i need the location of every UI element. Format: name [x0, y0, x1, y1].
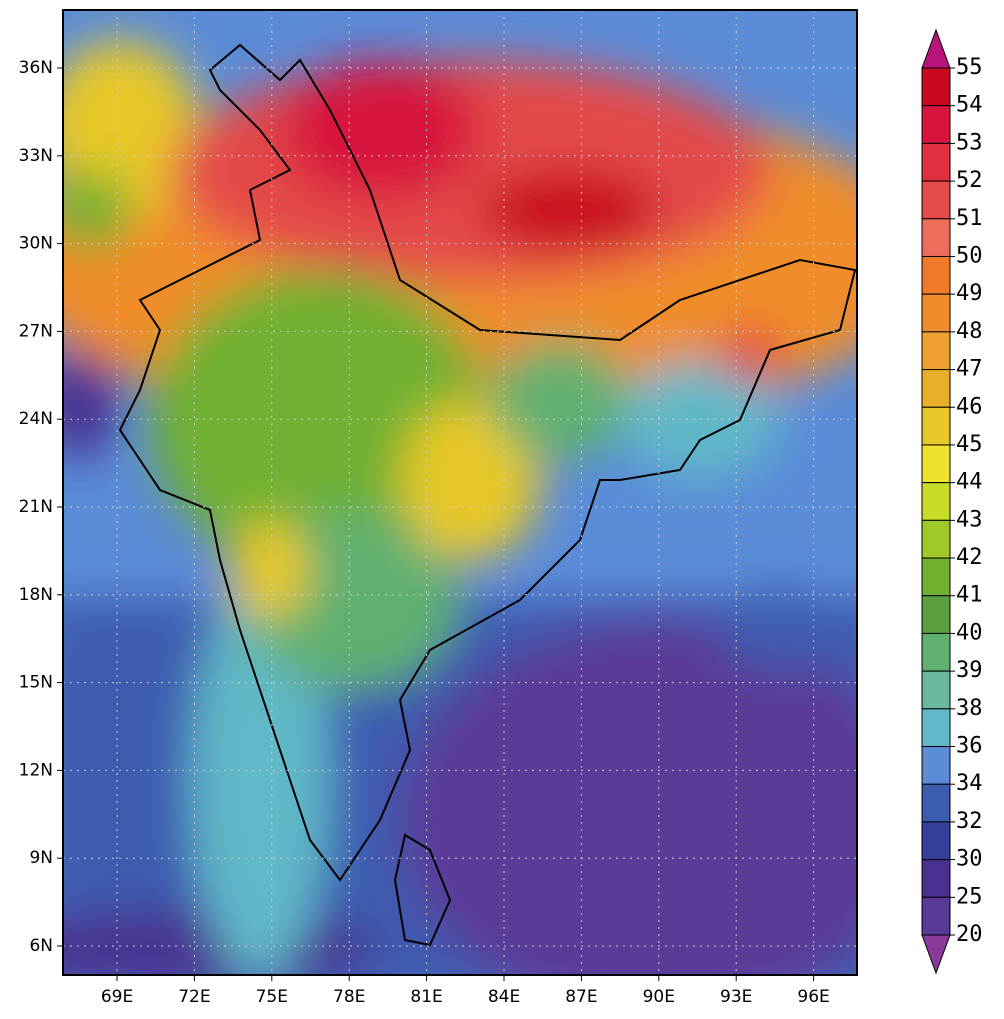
lon-label: 72E: [178, 987, 210, 1007]
lon-label: 75E: [256, 987, 288, 1007]
lon-label: 69E: [101, 987, 133, 1007]
colorbar-box: [921, 595, 951, 634]
colorbar-label: 36: [956, 734, 983, 759]
colorbar-label: 55: [956, 55, 983, 80]
colorbar-box: [921, 708, 951, 748]
colorbar-label: 49: [956, 281, 983, 306]
colorbar-box: [921, 142, 951, 182]
colorbar-label: 52: [956, 168, 983, 193]
colorbar-box: [921, 896, 951, 936]
lat-label: 24N: [19, 409, 53, 429]
colorbar-label: 43: [956, 507, 983, 532]
colorbar-label: 54: [956, 93, 983, 118]
colorbar-box: [921, 632, 951, 672]
colorbar-label: 47: [956, 357, 983, 382]
colorbar-box: [921, 482, 951, 521]
field: [63, 10, 857, 975]
colorbar-end-top: [921, 28, 951, 69]
colorbar-box: [921, 859, 951, 898]
colorbar-label: 25: [956, 884, 983, 909]
colorbar-label: 30: [956, 847, 983, 872]
colorbar-box: [921, 331, 951, 371]
colorbar-box: [921, 746, 951, 785]
colorbar-box: [921, 293, 951, 333]
colorbar-label: 44: [956, 470, 983, 495]
colorbar-box: [921, 557, 951, 597]
colorbar-box: [921, 783, 951, 823]
lat-label: 33N: [19, 146, 53, 166]
colorbar-box: [921, 670, 951, 710]
colorbar-label: 34: [956, 771, 983, 796]
map-frame: [62, 9, 858, 976]
lat-label: 12N: [19, 760, 53, 780]
lon-label: 81E: [410, 987, 442, 1007]
lat-label: 15N: [19, 673, 53, 693]
colorbar-box: [921, 444, 951, 484]
colorbar-label: 53: [956, 130, 983, 155]
colorbar-box: [921, 67, 951, 107]
colorbar-box: [921, 369, 951, 408]
lon-label: 78E: [333, 987, 365, 1007]
lon-label: 87E: [565, 987, 597, 1007]
colorbar-label: 40: [956, 620, 983, 645]
colorbar-label: 20: [956, 922, 983, 947]
colorbar-end-bottom: [921, 934, 951, 975]
colorbar-label: 51: [956, 206, 983, 231]
colorbar-box: [921, 218, 951, 257]
lon-label: 96E: [797, 987, 829, 1007]
lon-label: 84E: [488, 987, 520, 1007]
colorbar-label: 32: [956, 809, 983, 834]
lon-label: 90E: [643, 987, 675, 1007]
lat-label: 18N: [19, 585, 53, 605]
colorbar-box: [921, 180, 951, 220]
colorbar-box: [921, 821, 951, 861]
lat-label: 9N: [29, 848, 53, 868]
colorbar-label: 38: [956, 696, 983, 721]
colorbar-box: [921, 519, 951, 559]
colorbar-label: 46: [956, 394, 983, 419]
lat-label: 27N: [19, 321, 53, 341]
lon-label: 93E: [720, 987, 752, 1007]
colorbar-label: 48: [956, 319, 983, 344]
colorbar-label: 39: [956, 658, 983, 683]
colorbar-label: 42: [956, 545, 983, 570]
lat-label: 36N: [19, 58, 53, 78]
lat-label: 21N: [19, 497, 53, 517]
colorbar-box: [921, 255, 951, 295]
colorbar: 55 54 53 52 51 50 49 48 47 46 45 44 43 42 41 40 39 38 36 34…: [921, 28, 983, 975]
colorbar-box: [921, 406, 951, 446]
colorbar-label: 50: [956, 243, 983, 268]
lat-label: 6N: [29, 936, 53, 956]
colorbar-box: [921, 105, 951, 144]
colorbar-label: 41: [956, 583, 983, 608]
colorbar-label: 45: [956, 432, 983, 457]
lat-label: 30N: [19, 234, 53, 254]
